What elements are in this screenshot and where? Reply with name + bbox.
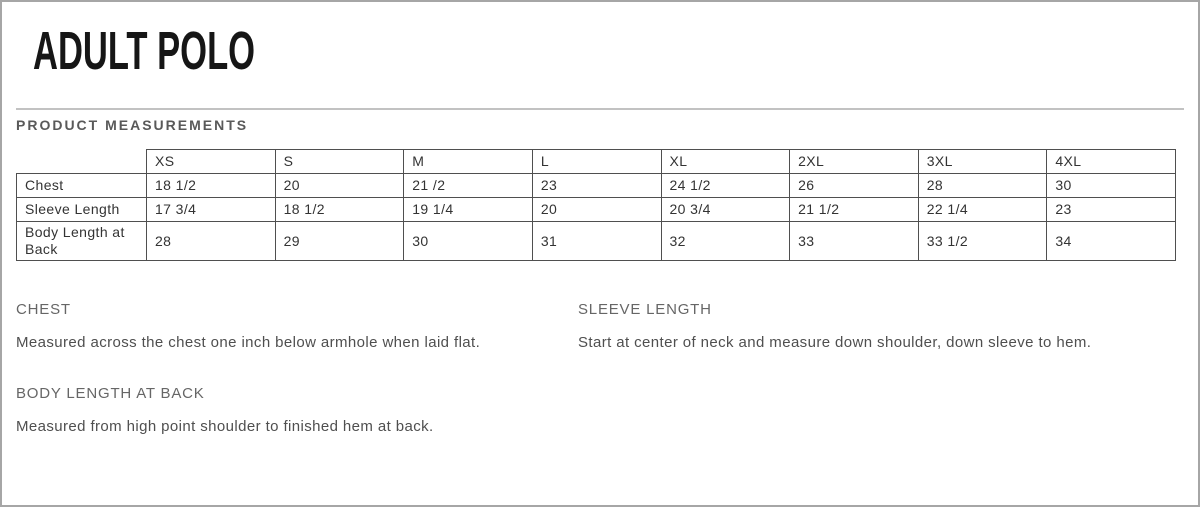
description-heading: SLEEVE LENGTH (578, 301, 712, 318)
page-title: ADULT POLO (33, 21, 256, 81)
measurement-descriptions: CHEST Measured across the chest one inch… (16, 301, 1184, 441)
size-column-header: XL (660, 149, 791, 174)
description-heading: BODY LENGTH AT BACK (16, 385, 205, 402)
size-column-header: L (531, 149, 662, 174)
measurement-cell: 21 1/2 (789, 197, 919, 222)
size-column-header: M (403, 149, 533, 174)
measurement-cell: 20 (531, 197, 662, 222)
measurement-row: Sleeve Length 17 3/4 18 1/2 19 1/4 20 20 3/4 2… (16, 197, 1176, 222)
description-text: Start at center of neck and measure down… (578, 334, 1092, 351)
measurement-row: Chest 18 1/2 20 21 /2 23 24 1/2 26 28 30 (16, 173, 1176, 198)
size-column-header: 2XL (789, 149, 919, 174)
measurement-cell: 28 (146, 221, 276, 261)
measurement-cell: 30 (403, 221, 533, 261)
measurement-cell: 18 1/2 (274, 197, 405, 222)
measurement-cell: 18 1/2 (146, 173, 276, 198)
measurement-cell: 23 (1046, 197, 1176, 222)
measurement-cell: 19 1/4 (403, 197, 533, 222)
measurement-cell: 24 1/2 (660, 173, 791, 198)
measurement-row-label: Sleeve Length (16, 197, 147, 222)
description-text: Measured from high point shoulder to fin… (16, 418, 434, 435)
measurement-cell: 22 1/4 (917, 197, 1048, 222)
description-text: Measured across the chest one inch below… (16, 334, 481, 351)
size-header-row: XS S M L XL 2XL 3XL 4XL (17, 149, 1176, 174)
measurement-cell: 28 (917, 173, 1048, 198)
chest-description-block: CHEST Measured across the chest one inch… (16, 301, 578, 357)
section-heading: PRODUCT MEASUREMENTS (16, 117, 249, 133)
measurement-cell: 17 3/4 (146, 197, 276, 222)
size-chart-table: XS S M L XL 2XL 3XL 4XL Chest 18 1/2 20 21 /2 23 24 … (16, 149, 1176, 261)
measurement-cell: 21 /2 (403, 173, 533, 198)
measurement-cell: 32 (660, 221, 791, 261)
sleeve-length-description-block: SLEEVE LENGTH Start at center of neck an… (578, 301, 1106, 357)
measurement-row-label: Body Length at Back (16, 221, 147, 261)
size-column-header: 3XL (917, 149, 1048, 174)
body-length-description-block: BODY LENGTH AT BACK Measured from high p… (16, 385, 578, 441)
measurement-cell: 34 (1046, 221, 1176, 261)
measurement-cell: 20 (274, 173, 405, 198)
corner-cell (17, 150, 147, 174)
measurement-cell: 30 (1046, 173, 1176, 198)
horizontal-divider (16, 108, 1184, 110)
description-heading: CHEST (16, 301, 71, 318)
measurement-cell: 31 (531, 221, 662, 261)
size-column-header: 4XL (1046, 149, 1176, 174)
measurement-cell: 23 (531, 173, 662, 198)
measurement-cell: 33 1/2 (917, 221, 1048, 261)
measurement-cell: 29 (274, 221, 405, 261)
measurement-cell: 20 3/4 (660, 197, 791, 222)
measurement-cell: 33 (789, 221, 919, 261)
measurement-row: Body Length at Back 28 29 30 31 32 33 33 1/2 34 (16, 221, 1176, 261)
size-column-header: S (274, 149, 405, 174)
measurement-cell: 26 (789, 173, 919, 198)
measurement-row-label: Chest (16, 173, 147, 198)
size-column-header: XS (146, 149, 276, 174)
measurements-tbody: Chest 18 1/2 20 21 /2 23 24 1/2 26 28 30 Sleeve L… (16, 173, 1176, 261)
